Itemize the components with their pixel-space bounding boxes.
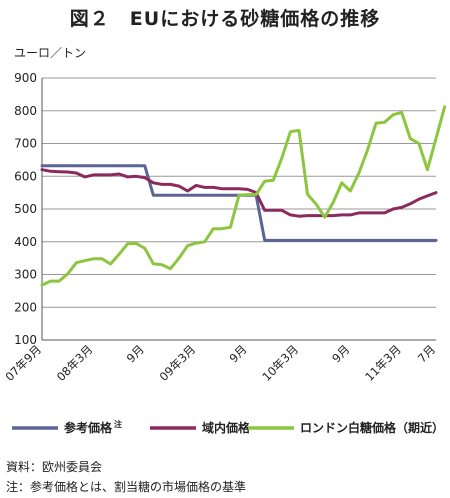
legend-label-3: ロンドン白糖価格（期近） — [300, 420, 444, 435]
y-tick-label: 500 — [14, 202, 37, 216]
y-tick-label: 300 — [14, 268, 37, 282]
x-tick-label: 10年3月 — [259, 342, 301, 384]
y-tick-label: 100 — [14, 333, 37, 347]
x-tick-label: 9月 — [329, 342, 352, 365]
x-tick-label: 11年3月 — [362, 342, 404, 384]
x-tick-label: 08年3月 — [54, 342, 96, 384]
x-tick-label: 07年9月 — [2, 342, 44, 384]
footnote: 注：参考価格とは、割当糖の市場価格の基準 — [6, 480, 247, 494]
legend-label-1: 参考価格注 — [64, 419, 122, 435]
y-tick-label: 900 — [14, 71, 37, 85]
chart-title: 図２ EUにおける砂糖価格の推移 — [69, 8, 381, 30]
x-tick-label: 9月 — [124, 342, 147, 365]
legend-footnote-mark: 注 — [114, 419, 122, 429]
y-tick-label: 700 — [14, 137, 37, 151]
series-line-1 — [40, 164, 438, 242]
x-tick-label: 09年3月 — [157, 342, 199, 384]
series-line-2 — [40, 168, 438, 218]
y-tick-label: 800 — [14, 104, 37, 118]
x-tick-label: 9月 — [226, 342, 249, 365]
y-tick-label: 400 — [14, 235, 37, 249]
y-axis-unit-label: ユーロ／トン — [14, 46, 87, 60]
series-line-3 — [40, 105, 447, 287]
x-tick-label: 7月 — [415, 342, 438, 365]
legend-label-2: 域内価格 — [202, 420, 251, 435]
y-tick-label: 600 — [14, 169, 37, 183]
y-tick-label: 200 — [14, 300, 37, 314]
source-note: 資料：欧州委員会 — [6, 460, 103, 474]
